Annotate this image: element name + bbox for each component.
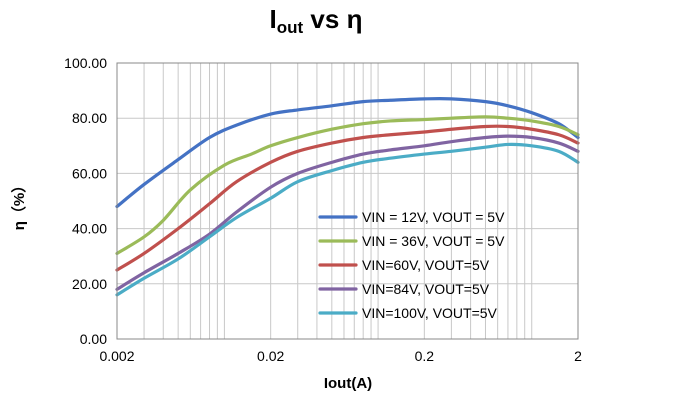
legend-label: VIN = 36V, VOUT = 5V	[362, 233, 505, 249]
series-line-2	[115, 115, 580, 256]
series-line-5	[115, 142, 580, 297]
y-tick-label: 0.00	[80, 331, 107, 347]
y-tick-label: 80.00	[72, 110, 107, 126]
legend-label: VIN=60V, VOUT=5V	[362, 257, 490, 273]
legend-label: VIN=84V, VOUT=5V	[362, 281, 490, 297]
series-line-4	[115, 134, 580, 291]
y-tick-label: 20.00	[72, 276, 107, 292]
x-tick-label: 0.02	[257, 348, 284, 364]
tick-labels: 0.00 20.00 40.00 60.00 80.00 100.00 0.002 0.02 0…	[64, 55, 582, 364]
legend: VIN = 12V, VOUT = 5V VIN = 36V, VOUT = 5V…	[318, 209, 505, 321]
plot-area-border	[116, 62, 579, 340]
x-tick-label: 0.002	[99, 348, 134, 364]
chart-title-subscript: out	[277, 18, 304, 37]
plot-frame	[116, 62, 579, 340]
legend-label: VIN=100V, VOUT=5V	[362, 305, 498, 321]
x-tick-label: 0.2	[415, 348, 435, 364]
x-tick-label: 2	[574, 348, 582, 364]
grid-layer	[117, 63, 578, 339]
y-axis-label: η（%）	[10, 178, 28, 231]
y-tick-label: 60.00	[72, 165, 107, 181]
series-line-3	[115, 124, 580, 272]
y-tick-label: 40.00	[72, 221, 107, 237]
chart-title: Iout vs η	[270, 4, 363, 37]
series-layer	[115, 97, 580, 297]
x-axis-label: Iout(A)	[324, 375, 372, 392]
legend-label: VIN = 12V, VOUT = 5V	[362, 209, 505, 225]
chart-title-main: I	[270, 4, 277, 34]
chart-title-rest: vs η	[303, 4, 362, 34]
y-tick-label: 100.00	[64, 55, 107, 71]
series-line-1	[115, 97, 580, 209]
